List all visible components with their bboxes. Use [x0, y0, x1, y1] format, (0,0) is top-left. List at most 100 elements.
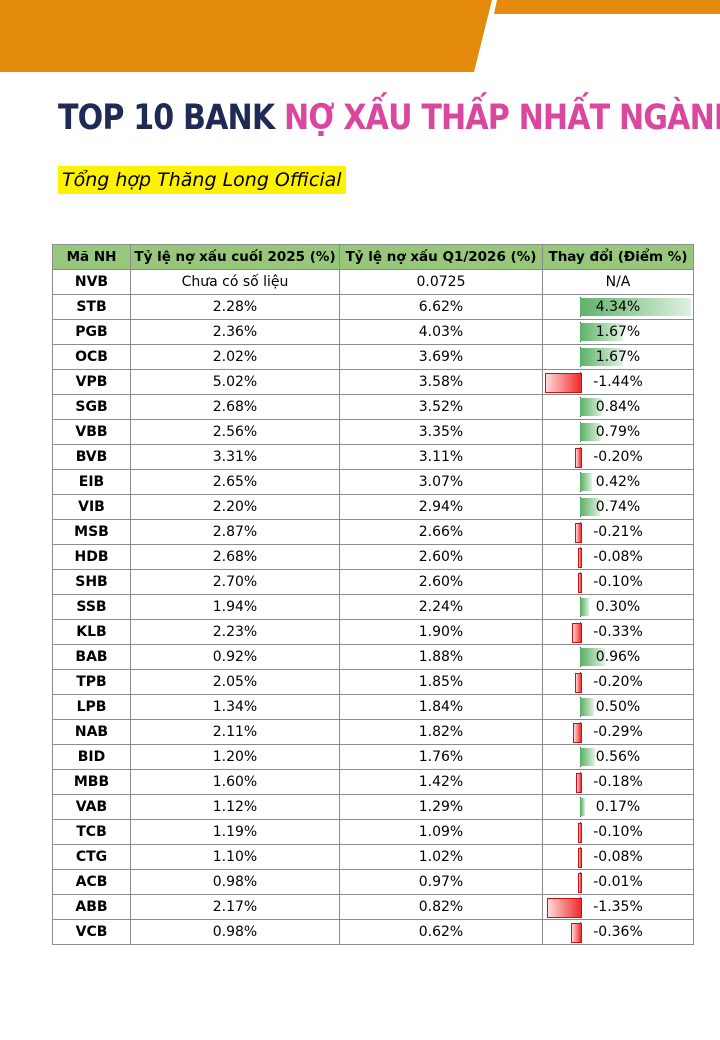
bank-code-cell: SHB [52, 569, 131, 595]
negative-data-bar [571, 923, 582, 943]
npl-q1-2026-cell: 1.29% [339, 794, 543, 820]
table-row: BAB 0.92% 1.88% 0.96% [52, 644, 694, 670]
negative-data-bar [545, 373, 582, 393]
change-value: 0.74% [595, 499, 641, 515]
negative-data-bar [547, 898, 582, 918]
change-cell: 0.56% [542, 744, 694, 770]
change-value: -0.10% [593, 824, 643, 840]
change-cell: 0.96% [542, 644, 694, 670]
bank-code-cell: VBB [52, 419, 131, 445]
table-row: VIB 2.20% 2.94% 0.74% [52, 494, 694, 520]
change-cell: 0.30% [542, 594, 694, 620]
bank-code-cell: NAB [52, 719, 131, 745]
change-cell: -0.08% [542, 844, 694, 870]
bank-code-cell: MBB [52, 769, 131, 795]
npl-q1-2026-cell: 1.02% [339, 844, 543, 870]
bank-code-cell: SSB [52, 594, 131, 620]
change-cell: -1.35% [542, 894, 694, 920]
table-row: VCB 0.98% 0.62% -0.36% [52, 919, 694, 945]
npl-end-2025-cell: 1.60% [130, 769, 340, 795]
bank-code-cell: TPB [52, 669, 131, 695]
npl-q1-2026-cell: 2.24% [339, 594, 543, 620]
change-value: 0.84% [595, 399, 641, 415]
change-value: 0.79% [595, 424, 641, 440]
change-value: 1.67% [595, 324, 641, 340]
table-row: VPB 5.02% 3.58% -1.44% [52, 369, 694, 395]
npl-end-2025-cell: 2.02% [130, 344, 340, 370]
column-header-change: Thay đổi (Điểm %) [542, 244, 694, 270]
table-row: CTG 1.10% 1.02% -0.08% [52, 844, 694, 870]
change-cell: -0.18% [542, 769, 694, 795]
negative-data-bar [578, 848, 582, 868]
change-value: -1.44% [593, 374, 643, 390]
table-row: ACB 0.98% 0.97% -0.01% [52, 869, 694, 895]
change-value: -0.18% [593, 774, 643, 790]
change-value: 1.67% [595, 349, 641, 365]
change-cell: -0.20% [542, 444, 694, 470]
bank-code-cell: BVB [52, 444, 131, 470]
npl-q1-2026-cell: 1.76% [339, 744, 543, 770]
npl-q1-2026-cell: 1.84% [339, 694, 543, 720]
change-cell: 4.34% [542, 294, 694, 320]
change-value: 0.96% [595, 649, 641, 665]
npl-q1-2026-cell: 3.11% [339, 444, 543, 470]
negative-data-bar [571, 623, 582, 643]
negative-data-bar [577, 823, 582, 843]
npl-q1-2026-cell: 3.69% [339, 344, 543, 370]
npl-q1-2026-cell: 0.97% [339, 869, 543, 895]
npl-end-2025-cell: 2.05% [130, 669, 340, 695]
positive-data-bar [580, 648, 606, 666]
page-title: TOP 10 BANK NỢ XẤU THẤP NHẤT NGÀNH [58, 92, 720, 144]
change-cell: 0.17% [542, 794, 694, 820]
change-value: 0.50% [595, 699, 641, 715]
bank-code-cell: STB [52, 294, 131, 320]
change-cell: -0.01% [542, 869, 694, 895]
npl-end-2025-cell: 0.98% [130, 869, 340, 895]
positive-data-bar [580, 298, 691, 316]
change-cell: 0.84% [542, 394, 694, 420]
positive-data-bar [580, 473, 592, 491]
npl-end-2025-cell: 1.94% [130, 594, 340, 620]
change-cell: 0.50% [542, 694, 694, 720]
npl-q1-2026-cell: 1.90% [339, 619, 543, 645]
negative-data-bar [575, 448, 582, 468]
npl-q1-2026-cell: 2.66% [339, 519, 543, 545]
change-value: -1.35% [593, 899, 643, 915]
header-banner [0, 0, 720, 72]
change-cell: 1.67% [542, 319, 694, 345]
npl-end-2025-cell: 2.68% [130, 394, 340, 420]
npl-end-2025-cell: 1.10% [130, 844, 340, 870]
npl-q1-2026-cell: 0.62% [339, 919, 543, 945]
change-cell: -0.08% [542, 544, 694, 570]
table-row: BID 1.20% 1.76% 0.56% [52, 744, 694, 770]
table-row: TCB 1.19% 1.09% -0.10% [52, 819, 694, 845]
bank-code-cell: ACB [52, 869, 131, 895]
change-value: -0.21% [593, 524, 643, 540]
change-cell: -1.44% [542, 369, 694, 395]
npl-end-2025-cell: 2.11% [130, 719, 340, 745]
change-value: 4.34% [595, 299, 641, 315]
change-value: 0.42% [595, 474, 641, 490]
subtitle: Tổng hợp Thăng Long Official [58, 166, 346, 194]
npl-end-2025-cell: 1.34% [130, 694, 340, 720]
table-header-row: Mã NH Tỷ lệ nợ xấu cuối 2025 (%) Tỷ lệ n… [52, 244, 694, 270]
npl-end-2025-cell: 2.56% [130, 419, 340, 445]
bank-code-cell: VAB [52, 794, 131, 820]
change-value: N/A [605, 274, 631, 290]
npl-q1-2026-cell: 6.62% [339, 294, 543, 320]
negative-data-bar [572, 723, 582, 743]
bank-code-cell: VIB [52, 494, 131, 520]
table-row: VBB 2.56% 3.35% 0.79% [52, 419, 694, 445]
npl-q1-2026-cell: 0.82% [339, 894, 543, 920]
npl-q1-2026-cell: 4.03% [339, 319, 543, 345]
bank-code-cell: VPB [52, 369, 131, 395]
bank-code-cell: PGB [52, 319, 131, 345]
table-row: KLB 2.23% 1.90% -0.33% [52, 619, 694, 645]
npl-end-2025-cell: 2.68% [130, 544, 340, 570]
positive-data-bar [580, 323, 624, 341]
table-row: VAB 1.12% 1.29% 0.17% [52, 794, 694, 820]
npl-q1-2026-cell: 1.85% [339, 669, 543, 695]
column-header-bank-code: Mã NH [52, 244, 131, 270]
npl-end-2025-cell: 2.23% [130, 619, 340, 645]
change-cell: -0.10% [542, 819, 694, 845]
